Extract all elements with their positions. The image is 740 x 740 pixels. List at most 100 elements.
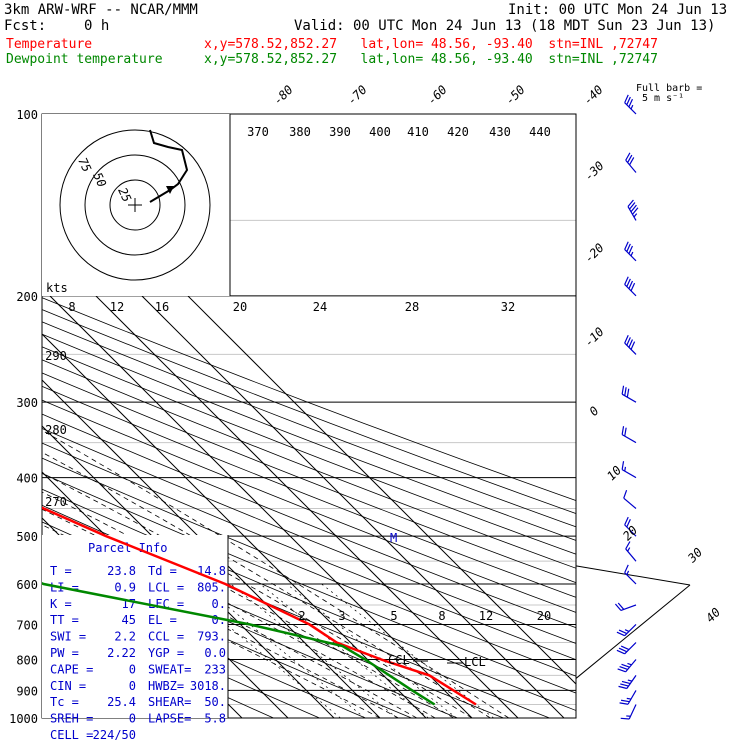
parcel-value: 0. bbox=[212, 597, 226, 611]
parcel-value: 50. bbox=[204, 695, 226, 709]
hodograph-unit-label: kts bbox=[46, 281, 68, 295]
dry-adiabat bbox=[42, 573, 366, 718]
isotherm-line bbox=[0, 114, 12, 718]
speed-tick-label: 8 bbox=[68, 300, 75, 314]
theta-label: 400 bbox=[369, 125, 391, 139]
barb-full bbox=[624, 427, 627, 437]
barb-full bbox=[629, 157, 635, 166]
isotherm-label: 30 bbox=[684, 545, 705, 566]
barb-full bbox=[621, 426, 625, 435]
parcel-key: SWEAT= bbox=[148, 662, 191, 676]
parcel-value: 5.8 bbox=[204, 712, 226, 726]
hodograph-arrow bbox=[166, 186, 174, 194]
barb-full bbox=[617, 602, 625, 610]
barb-full bbox=[630, 204, 637, 213]
speed-tick-label: 20 bbox=[233, 300, 247, 314]
barb-full bbox=[618, 685, 627, 690]
dry-adiabat bbox=[42, 321, 576, 528]
isotherm-label: -60 bbox=[425, 83, 450, 108]
dry-adiabat bbox=[42, 457, 576, 677]
parcel-key: YGP = bbox=[148, 646, 184, 660]
mixing-ratio-label: 2 bbox=[298, 609, 305, 623]
wind-barb bbox=[625, 541, 637, 562]
parcel-value: 0 bbox=[129, 712, 136, 726]
parcel-value: 25.4 bbox=[107, 695, 136, 709]
speed-tick-label: 12 bbox=[110, 300, 124, 314]
mixing-ratio-label: 5 bbox=[390, 609, 397, 623]
ccl-marker: CCL bbox=[388, 653, 410, 667]
wind-barb bbox=[624, 241, 637, 262]
isotherm-line bbox=[42, 241, 519, 718]
parcel-key: HWBZ= bbox=[148, 679, 184, 693]
parcel-value: 3018. bbox=[190, 679, 226, 693]
temperature-profile bbox=[42, 506, 477, 706]
barb-key-title: Full barb = bbox=[636, 83, 703, 94]
wind-barb bbox=[627, 199, 639, 221]
parcel-key: Tc = bbox=[50, 695, 79, 709]
parcel-value: 14.8 bbox=[197, 564, 226, 578]
barb-full bbox=[619, 666, 628, 671]
barb-full bbox=[621, 680, 631, 685]
barb-full bbox=[620, 717, 630, 720]
hodograph-ring-label: 75 bbox=[75, 155, 94, 174]
legend-dewpoint-location: x,y=578.52,852.27 lat,lon= 48.56, -93.40… bbox=[204, 52, 658, 67]
barb-full bbox=[626, 388, 630, 398]
barb-full bbox=[628, 245, 634, 254]
theta-label: 280 bbox=[45, 423, 67, 437]
isotherm-line bbox=[42, 333, 427, 718]
level-marker: M bbox=[390, 531, 397, 545]
barb-full bbox=[628, 98, 634, 108]
dry-adiabat bbox=[42, 442, 576, 661]
barb-full bbox=[623, 489, 628, 499]
pressure-tick-label: 500 bbox=[16, 530, 38, 544]
isotherm-label: -40 bbox=[581, 83, 606, 108]
dry-adiabat bbox=[42, 413, 576, 629]
barb-half bbox=[624, 629, 630, 633]
forecast-hour: 0 h bbox=[84, 18, 110, 34]
theta-label: 430 bbox=[489, 125, 511, 139]
isotherm-label: -80 bbox=[271, 83, 296, 108]
dry-adiabat bbox=[42, 297, 576, 501]
barb-full bbox=[628, 339, 634, 348]
lcl-marker: LCL bbox=[464, 655, 486, 669]
barb-full bbox=[620, 699, 630, 703]
barb-full bbox=[617, 668, 626, 673]
parcel-key: T = bbox=[50, 564, 72, 578]
parcel-key: K = bbox=[50, 597, 72, 611]
wind-barb bbox=[620, 704, 637, 720]
barb-full bbox=[624, 516, 629, 526]
isotherm-label: 40 bbox=[703, 605, 723, 625]
parcel-value: 2.2 bbox=[114, 630, 136, 644]
barb-full bbox=[620, 645, 630, 651]
mixing-ratio-line bbox=[200, 583, 366, 718]
parcel-key: LCL = bbox=[148, 580, 184, 594]
isotherm-label: -70 bbox=[345, 83, 370, 108]
speed-tick-label: 32 bbox=[501, 300, 515, 314]
hodograph-ring-label: 50 bbox=[90, 170, 109, 189]
hodograph-ring-label: 25 bbox=[115, 185, 134, 204]
pressure-tick-label: 400 bbox=[16, 472, 38, 486]
barb-full bbox=[618, 647, 628, 653]
dry-adiabat bbox=[42, 399, 576, 613]
wind-barb bbox=[624, 276, 637, 297]
barb-full bbox=[624, 276, 629, 285]
isotherm-label: 0 bbox=[587, 404, 602, 419]
wind-barb bbox=[624, 516, 637, 537]
barb-full bbox=[614, 603, 622, 611]
pressure-tick-label: 600 bbox=[16, 578, 38, 592]
barb-full bbox=[619, 702, 629, 705]
legend-dewpoint: Dewpoint temperature bbox=[6, 52, 163, 67]
isotherm-line bbox=[42, 425, 335, 718]
barb-full bbox=[624, 564, 629, 573]
pressure-tick-label: 300 bbox=[16, 396, 38, 410]
parcel-key: CIN = bbox=[50, 679, 86, 693]
parcel-value: 23.8 bbox=[107, 564, 136, 578]
moist-adiabat bbox=[42, 508, 436, 718]
wind-barb bbox=[623, 489, 637, 509]
theta-label: 290 bbox=[45, 349, 67, 363]
isotherm-label: 20 bbox=[620, 523, 640, 543]
dry-adiabat bbox=[42, 372, 576, 584]
parcel-key: CCL = bbox=[148, 630, 184, 644]
